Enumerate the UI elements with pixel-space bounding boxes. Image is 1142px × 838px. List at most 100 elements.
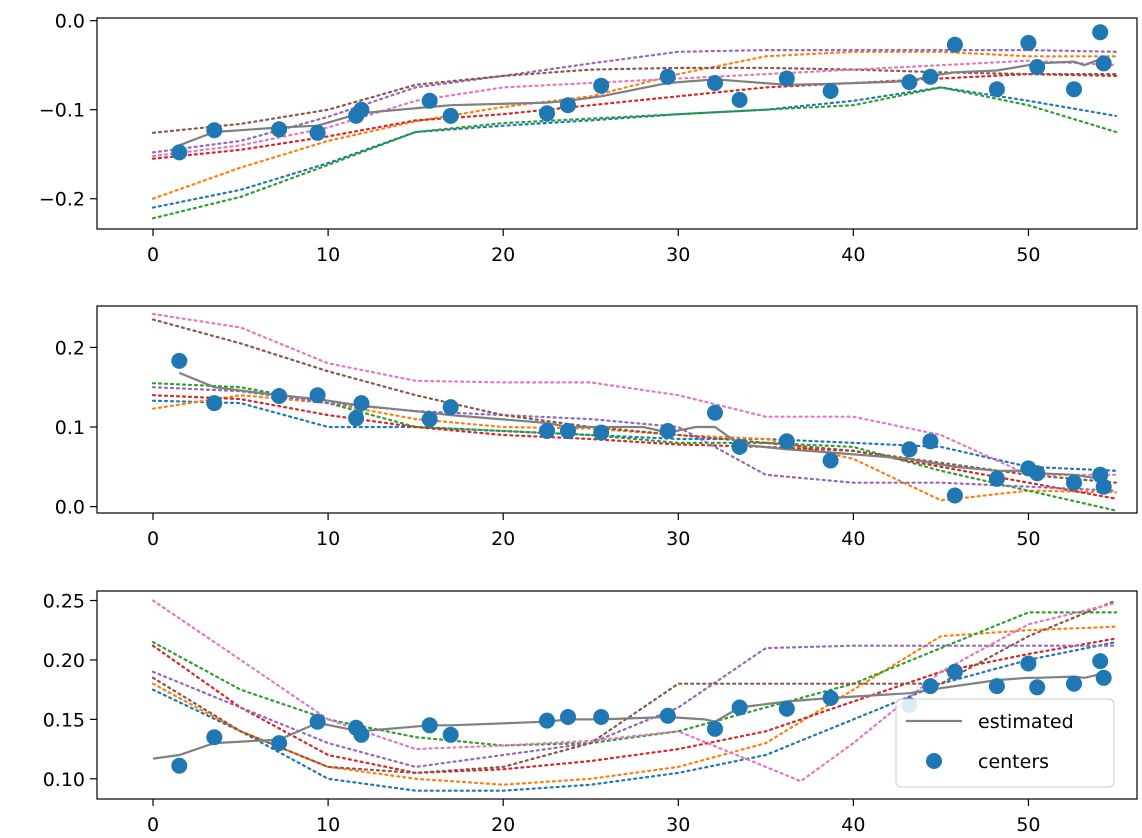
subplot-1-center-point [1066, 81, 1082, 98]
subplot-1-ytick-label: 0.0 [55, 11, 85, 33]
subplot-3-center-point [946, 663, 963, 680]
subplot-2-xtick-label: 20 [491, 528, 515, 550]
subplot-3-center-point [1092, 653, 1109, 670]
subplot-1-center-point [442, 107, 459, 124]
subplot-1-centers [171, 24, 1112, 161]
subplot-3-ytick-label: 0.20 [43, 650, 85, 672]
subplot-3-centers [171, 653, 1112, 774]
subplot-2-center-point [922, 433, 939, 450]
subplot-2-center-point [171, 352, 188, 369]
subplot-2-sample-line-1 [151, 399, 1118, 472]
subplot-2-frame [96, 305, 1138, 514]
subplot-2-center-point [1095, 478, 1112, 495]
legend-centers-label: centers [978, 751, 1049, 773]
subplot-1: 0 10 20 30 40 50 0.0 −0.1 −0.2 [39, 11, 1138, 266]
subplot-3: 0 10 20 30 40 50 0.10 0.15 0.20 0.25 estimated ce… [43, 590, 1138, 836]
subplot-2-center-point [901, 441, 918, 458]
subplot-1-center-point [1029, 59, 1046, 75]
subplot-2-center-point [659, 423, 676, 439]
subplot-1-frame [96, 17, 1138, 230]
subplot-2-center-point [731, 438, 748, 455]
subplot-3-center-point [593, 709, 610, 725]
subplot-2-centers [171, 352, 1112, 504]
subplot-3-center-point [421, 717, 438, 734]
subplot-1-center-point [901, 74, 918, 91]
subplot-1-center-point [171, 144, 188, 161]
subplot-2-ytick-label: 0.0 [55, 497, 85, 519]
subplot-3-ticks: 0 10 20 30 40 50 0.10 0.15 0.20 0.25 [43, 591, 1041, 836]
subplot-3-xtick-label: 10 [316, 814, 340, 836]
legend-estimated-label: estimated [978, 711, 1074, 733]
subplot-3-xtick-label: 40 [841, 814, 865, 836]
subplot-1-center-point [946, 36, 963, 53]
subplot-1-center-point [353, 101, 370, 118]
subplot-1-xtick-label: 30 [666, 244, 690, 266]
subplot-1-center-point [822, 83, 839, 99]
subplot-2-center-point [539, 423, 555, 439]
subplot-2-sample-line-4 [151, 394, 1118, 500]
subplot-3-xtick-label: 0 [147, 814, 159, 836]
subplot-1-xtick-label: 0 [147, 244, 159, 266]
subplot-2-center-point [206, 395, 223, 412]
subplot-2-xtick-label: 40 [841, 528, 865, 550]
subplot-1-center-point [731, 91, 748, 108]
subplot-1-xtick-label: 20 [491, 244, 515, 266]
subplot-2-center-point [593, 424, 610, 441]
subplot-1-center-point [206, 122, 223, 139]
subplot-3-center-point [309, 713, 326, 730]
subplot-3-center-point [922, 678, 939, 695]
subplot-1-center-point [659, 68, 676, 85]
subplot-2-center-point [707, 404, 723, 421]
subplot-3-center-point [171, 757, 188, 774]
subplot-1-center-point [1020, 34, 1037, 51]
subplot-3-center-point [659, 707, 676, 724]
subplot-2-ticks: 0 10 20 30 40 50 0.0 0.1 0.2 [55, 337, 1041, 550]
subplot-3-center-point [731, 699, 748, 716]
subplot-1-center-point [593, 77, 610, 94]
subplot-1-center-point [778, 70, 795, 87]
subplot-3-center-point [442, 726, 459, 743]
subplot-3-center-point [271, 735, 288, 752]
legend-centers-marker [926, 753, 942, 769]
subplot-2-sample-line-7 [151, 312, 1118, 476]
subplot-2-center-point [988, 470, 1005, 487]
subplot-2-center-point [348, 410, 365, 427]
subplot-3-center-point [707, 720, 723, 737]
subplot-3-xtick-label: 30 [666, 814, 690, 836]
subplot-2-ytick-label: 0.1 [55, 417, 85, 439]
subplot-2: 0 10 20 30 40 50 0.0 0.1 0.2 [55, 305, 1138, 550]
subplot-3-sample-line-5 [151, 644, 1118, 769]
subplot-2-center-point [822, 452, 839, 469]
subplot-2-xtick-label: 50 [1016, 528, 1040, 550]
subplot-1-sample-line-6 [151, 66, 1118, 134]
legend: estimated centers [895, 698, 1115, 788]
subplot-2-center-point [309, 387, 326, 404]
subplot-3-ytick-label: 0.10 [43, 769, 85, 791]
subplot-1-ticks: 0 10 20 30 40 50 0.0 −0.1 −0.2 [39, 11, 1041, 266]
subplot-1-center-point [1095, 55, 1112, 72]
subplot-2-center-point [560, 423, 576, 439]
subplot-1-center-point [707, 75, 723, 91]
subplot-3-center-point [1029, 679, 1046, 696]
subplot-3-xtick-label: 20 [491, 814, 515, 836]
subplot-3-center-point [988, 678, 1005, 695]
subplot-1-xtick-label: 40 [841, 244, 865, 266]
subplot-3-center-point [778, 700, 795, 717]
subplot-3-center-point [206, 729, 223, 746]
subplot-3-center-point [1020, 655, 1037, 672]
subplot-3-center-point [822, 690, 839, 706]
subplot-1-center-point [309, 124, 326, 141]
subplot-2-center-point [778, 433, 795, 450]
subplot-1-sample-line-1 [151, 86, 1118, 209]
subplot-3-center-point [1095, 669, 1112, 686]
subplot-1-sample-line-5 [151, 48, 1118, 154]
subplot-2-center-point [1029, 465, 1046, 482]
subplot-1-center-point [922, 68, 939, 85]
subplot-3-sample-line-7 [151, 599, 1118, 783]
subplot-2-xtick-label: 0 [147, 528, 159, 550]
subplot-3-frame [96, 590, 1138, 800]
subplot-1-center-point [421, 92, 438, 109]
subplot-1-center-point [1092, 24, 1109, 41]
subplot-3-ytick-label: 0.25 [43, 591, 85, 613]
